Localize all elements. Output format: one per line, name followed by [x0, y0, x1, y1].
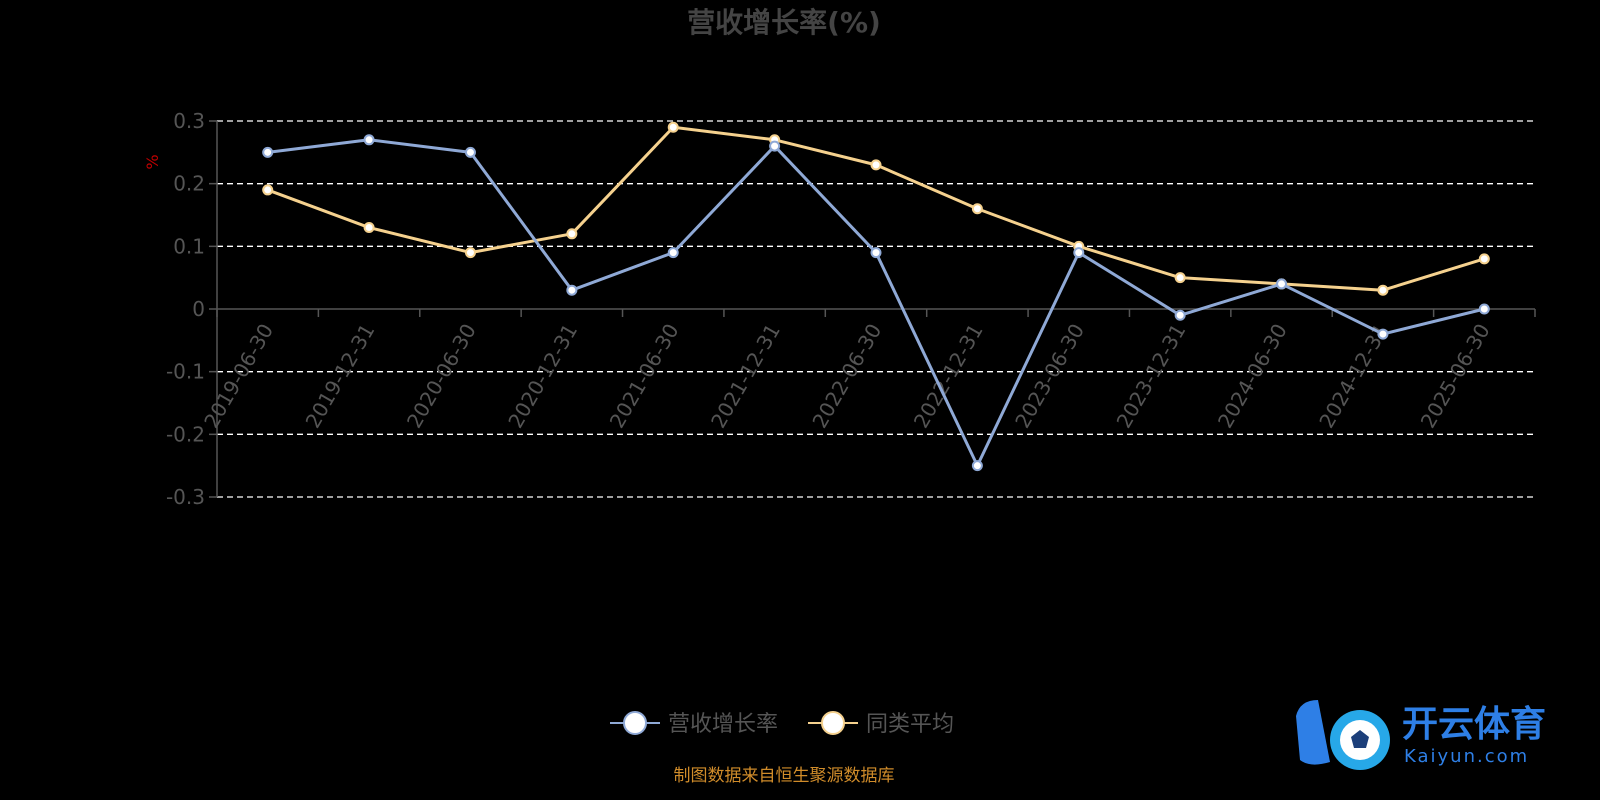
y-tick-label: 0.1: [173, 234, 205, 258]
x-tick-label: 2019-06-30: [199, 320, 278, 433]
y-tick-label: 0: [192, 297, 205, 321]
data-point[interactable]: [363, 134, 375, 146]
data-point[interactable]: [667, 121, 679, 133]
data-point[interactable]: [1174, 272, 1186, 284]
x-tick-label: 2021-12-31: [706, 320, 785, 433]
soccer-ball-icon: [1296, 700, 1390, 770]
watermark-logo: 开云体育 Kaiyun.com: [1296, 700, 1546, 770]
series-line: [267, 138, 1485, 468]
legend-label-peer-average: 同类平均: [866, 712, 954, 737]
watermark-cn: 开云体育: [1402, 704, 1546, 745]
x-tick-label: 2023-06-30: [1010, 320, 1089, 433]
data-point[interactable]: [971, 460, 983, 472]
data-point[interactable]: [464, 146, 476, 158]
data-point[interactable]: [262, 184, 274, 196]
y-tick-labels: -0.3 -0.2 -0.1 0 0.1 0.2 0.3: [166, 109, 205, 509]
data-point[interactable]: [464, 247, 476, 259]
y-axis-unit: %: [143, 154, 162, 169]
legend[interactable]: 营收增长率 同类平均: [610, 711, 954, 737]
y-tick-label: -0.1: [166, 360, 205, 384]
data-point[interactable]: [769, 140, 781, 152]
data-point[interactable]: [1377, 284, 1389, 296]
y-tick-label: -0.3: [166, 485, 205, 509]
x-tick-label: 2020-06-30: [402, 320, 481, 433]
axes: [209, 120, 1536, 498]
series-line: [267, 125, 1485, 292]
x-tick-label: 2023-12-31: [1112, 320, 1191, 433]
x-tick-label: 2024-06-30: [1213, 320, 1292, 433]
x-tick-label: 2021-06-30: [605, 320, 684, 433]
series-layer: [262, 121, 1490, 472]
data-point[interactable]: [971, 203, 983, 215]
watermark-en: Kaiyun.com: [1404, 746, 1529, 767]
legend-item-peer-average[interactable]: 同类平均: [808, 711, 954, 737]
x-tick-label: 2020-12-31: [503, 320, 582, 433]
data-point[interactable]: [870, 247, 882, 259]
data-point[interactable]: [1073, 247, 1085, 259]
legend-label-revenue-growth: 营收增长率: [668, 712, 778, 737]
legend-marker-peer-average: [821, 711, 845, 735]
legend-item-revenue-growth[interactable]: 营收增长率: [610, 711, 778, 737]
data-point[interactable]: [1478, 303, 1490, 315]
x-tick-label: 2022-06-30: [807, 320, 886, 433]
y-tick-label: 0.3: [173, 109, 205, 133]
data-point[interactable]: [870, 159, 882, 171]
chart-title: 营收增长率(%): [687, 6, 881, 39]
x-tick-label: 2025-06-30: [1416, 320, 1495, 433]
x-tick-labels: 2019-06-30 2019-12-31 2020-06-30 2020-12-31…: [199, 320, 1495, 433]
data-point[interactable]: [262, 146, 274, 158]
source-note: 制图数据来自恒生聚源数据库: [674, 766, 895, 786]
data-point[interactable]: [566, 284, 578, 296]
x-tick-label: 2022-12-31: [909, 320, 988, 433]
data-point[interactable]: [1174, 309, 1186, 321]
data-point[interactable]: [1377, 328, 1389, 340]
data-point[interactable]: [1478, 253, 1490, 265]
legend-marker-revenue-growth: [623, 711, 647, 735]
y-tick-label: 0.2: [173, 172, 205, 196]
x-tick-label: 2019-12-31: [301, 320, 380, 433]
data-point[interactable]: [1276, 278, 1288, 290]
data-point[interactable]: [363, 222, 375, 234]
data-point[interactable]: [566, 228, 578, 240]
data-point[interactable]: [667, 247, 679, 259]
y-tick-label: -0.2: [166, 422, 205, 446]
series-0: [262, 134, 1490, 472]
